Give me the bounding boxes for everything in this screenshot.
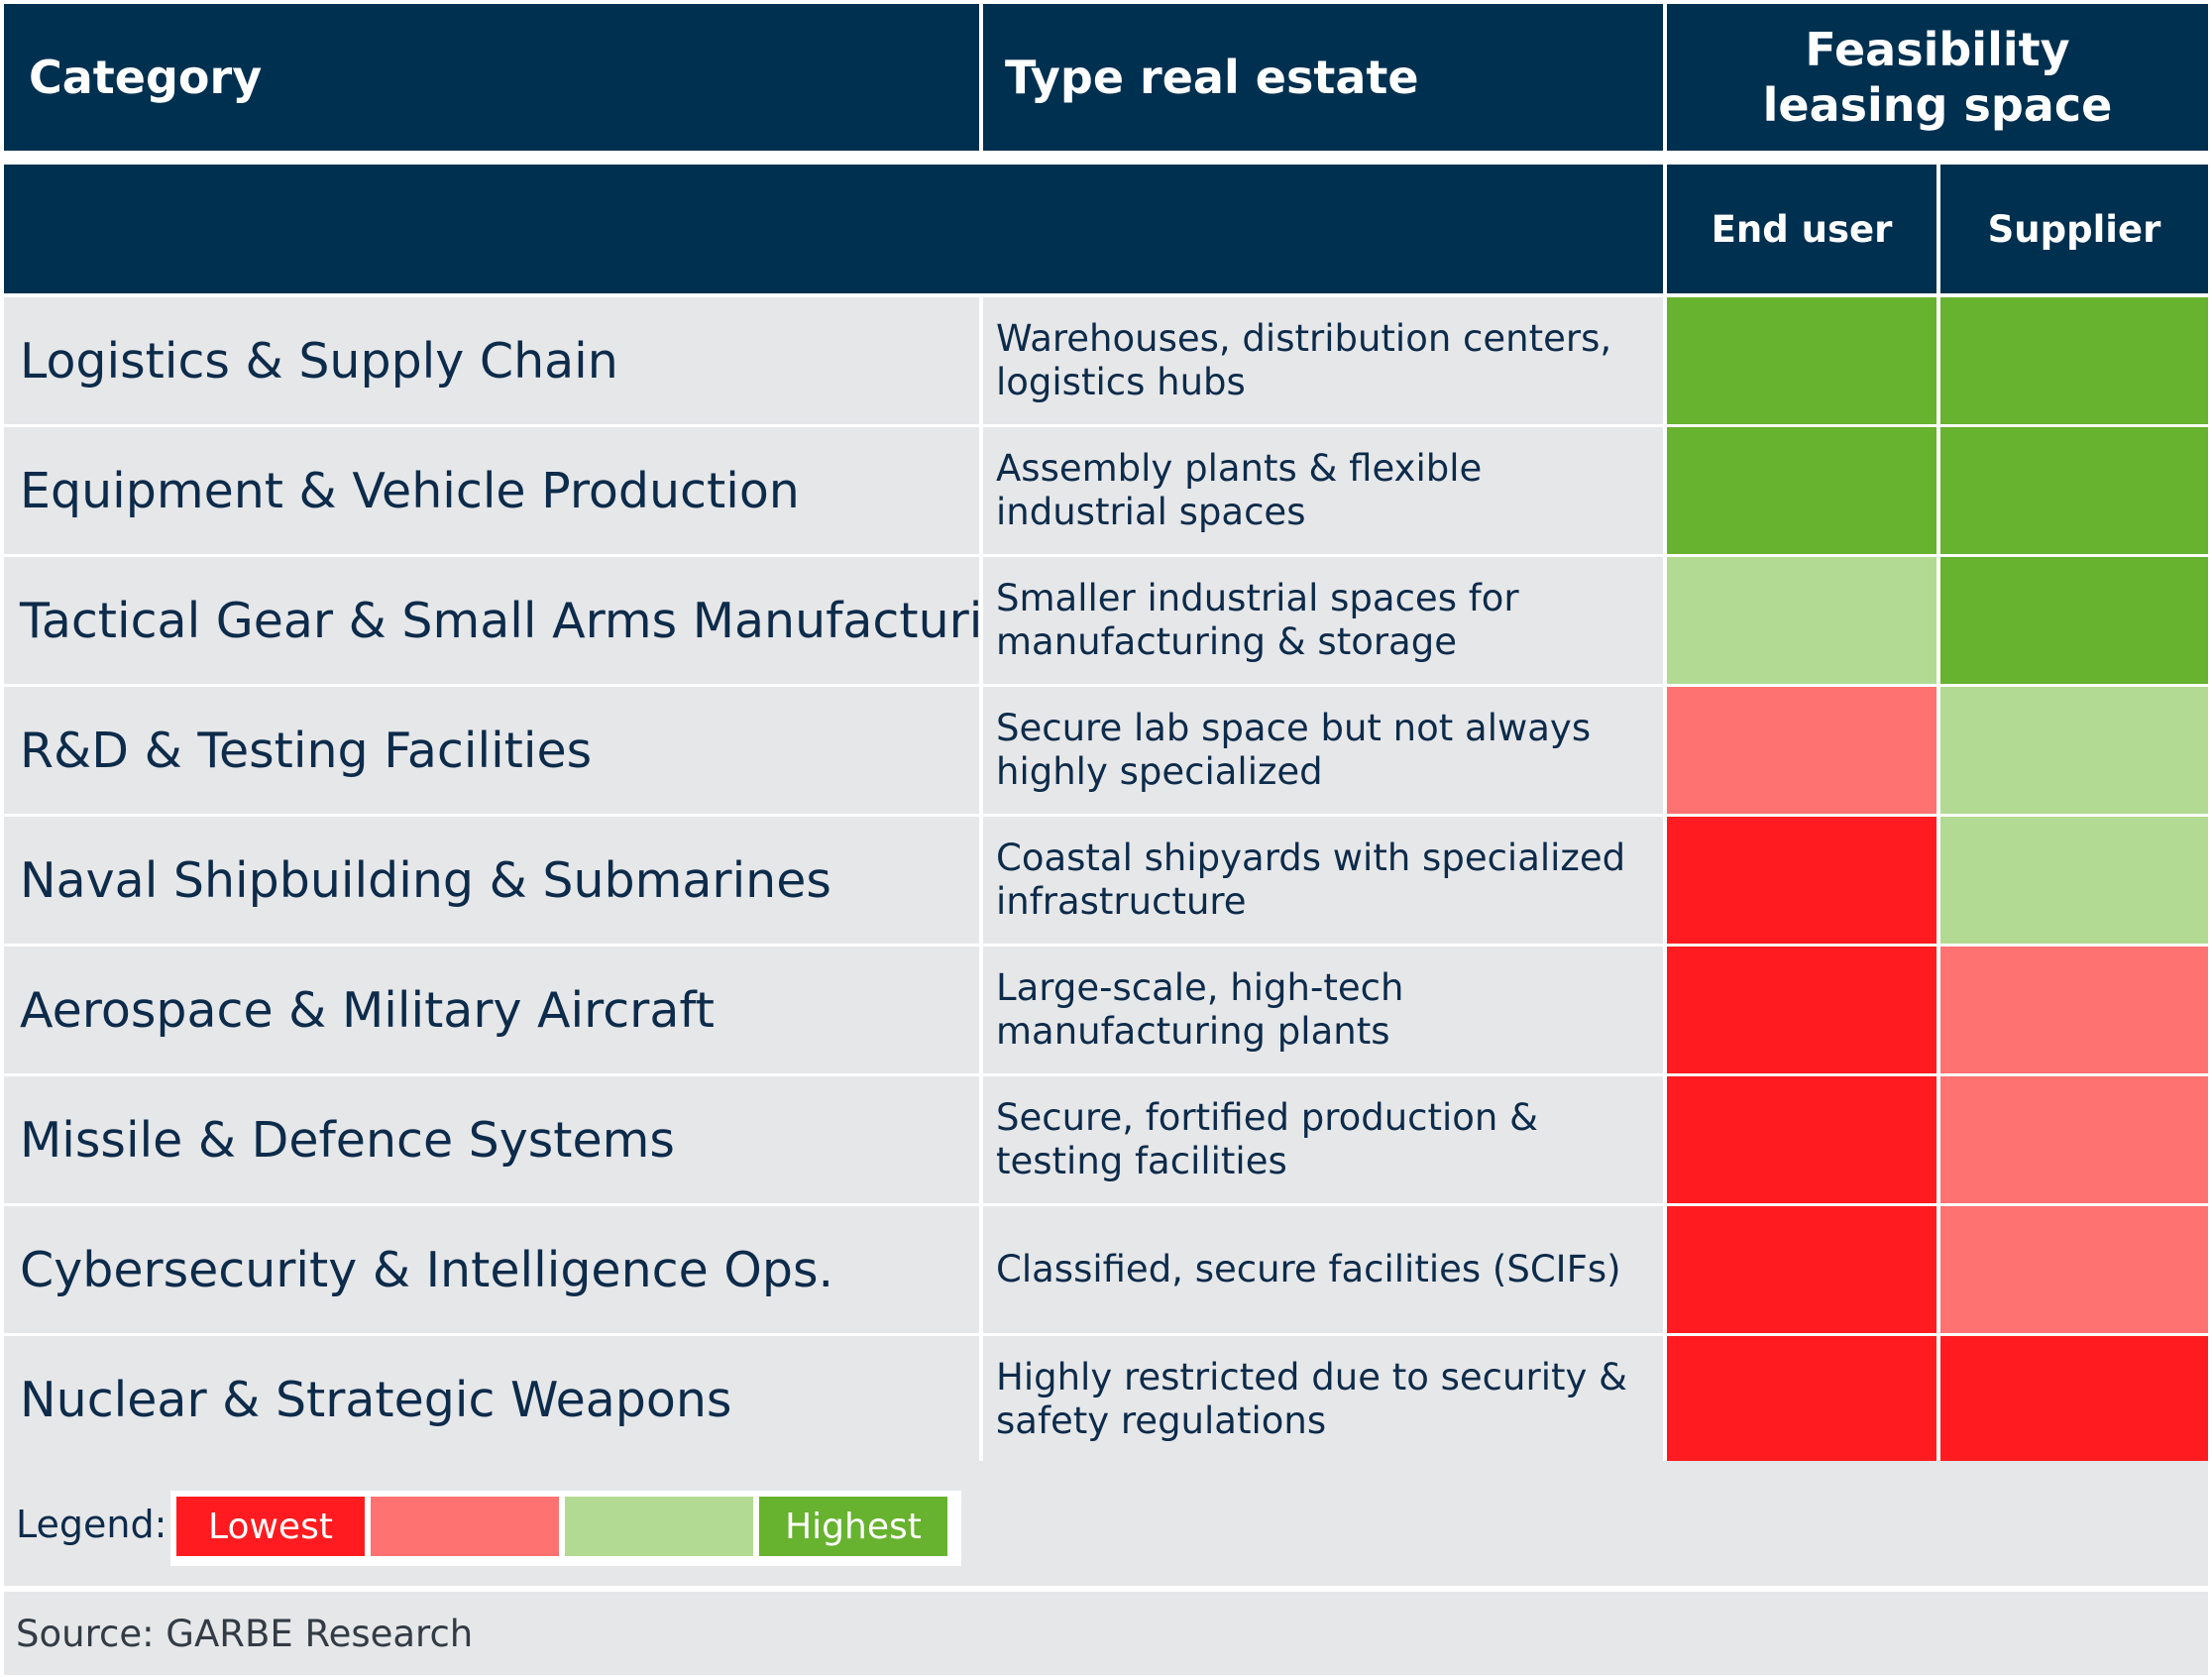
row-category: R&D & Testing Facilities: [4, 687, 979, 814]
row-category: Missile & Defence Systems: [4, 1076, 979, 1203]
row-supplier-rating: [1940, 557, 2208, 684]
row-category: Tactical Gear & Small Arms Manufacturing: [4, 557, 1045, 684]
row-end-user-rating: [1667, 1076, 1936, 1203]
row-category: Nuclear & Strategic Weapons: [4, 1336, 979, 1463]
legend-area: Legend: Lowest Highest: [4, 1461, 2208, 1586]
source-note: Source: GARBE Research: [4, 1592, 2208, 1675]
header-feasibility: Feasibility leasing space: [1667, 4, 2208, 151]
subheader-blank: [4, 165, 1663, 293]
row-end-user-rating: [1667, 817, 1936, 944]
legend-label: Legend:: [16, 1503, 167, 1546]
row-type-real-estate: Classified, secure facilities (SCIFs): [983, 1206, 1663, 1333]
row-supplier-rating: [1940, 1076, 2208, 1203]
row-supplier-rating: [1940, 297, 2208, 424]
row-type-real-estate: Smaller industrial spaces for manufactur…: [983, 557, 1663, 684]
row-type-real-estate: Assembly plants & flexible industrial sp…: [983, 427, 1663, 554]
row-supplier-rating: [1940, 1206, 2208, 1333]
header-type-real-estate: Type real estate: [983, 4, 1663, 151]
row-category: Logistics & Supply Chain: [4, 297, 979, 424]
header-feasibility-line1: Feasibility: [1805, 22, 2070, 76]
legend-low: [371, 1497, 559, 1556]
row-end-user-rating: [1667, 687, 1936, 814]
row-type-real-estate: Coastal shipyards with specialized infra…: [983, 817, 1663, 944]
row-supplier-rating: [1940, 817, 2208, 944]
row-type-real-estate: Secure, fortified production & testing f…: [983, 1076, 1663, 1203]
header-feasibility-line2: leasing space: [1762, 78, 2113, 132]
row-type-real-estate: Warehouses, distribution centers, logist…: [983, 297, 1663, 424]
subheader-supplier: Supplier: [1940, 165, 2208, 293]
row-end-user-rating: [1667, 297, 1936, 424]
row-type-real-estate: Highly restricted due to security & safe…: [983, 1336, 1663, 1463]
legend-strip: Lowest Highest: [170, 1491, 961, 1566]
row-type-real-estate: Secure lab space but not always highly s…: [983, 687, 1663, 814]
row-end-user-rating: [1667, 947, 1936, 1073]
row-category: Naval Shipbuilding & Submarines: [4, 817, 979, 944]
header-category: Category: [4, 4, 979, 151]
row-supplier-rating: [1940, 427, 2208, 554]
row-category: Cybersecurity & Intelligence Ops.: [4, 1206, 979, 1333]
row-supplier-rating: [1940, 687, 2208, 814]
subheader-end-user: End user: [1667, 165, 1936, 293]
row-end-user-rating: [1667, 427, 1936, 554]
legend-high: [565, 1497, 753, 1556]
row-type-real-estate: Large-scale, high-tech manufacturing pla…: [983, 947, 1663, 1073]
row-end-user-rating: [1667, 557, 1936, 684]
row-supplier-rating: [1940, 947, 2208, 1073]
row-end-user-rating: [1667, 1336, 1936, 1463]
row-supplier-rating: [1940, 1336, 2208, 1463]
row-category: Equipment & Vehicle Production: [4, 427, 979, 554]
legend-lowest: Lowest: [176, 1497, 365, 1556]
row-end-user-rating: [1667, 1206, 1936, 1333]
legend-highest: Highest: [759, 1497, 947, 1556]
row-category: Aerospace & Military Aircraft: [4, 947, 979, 1073]
